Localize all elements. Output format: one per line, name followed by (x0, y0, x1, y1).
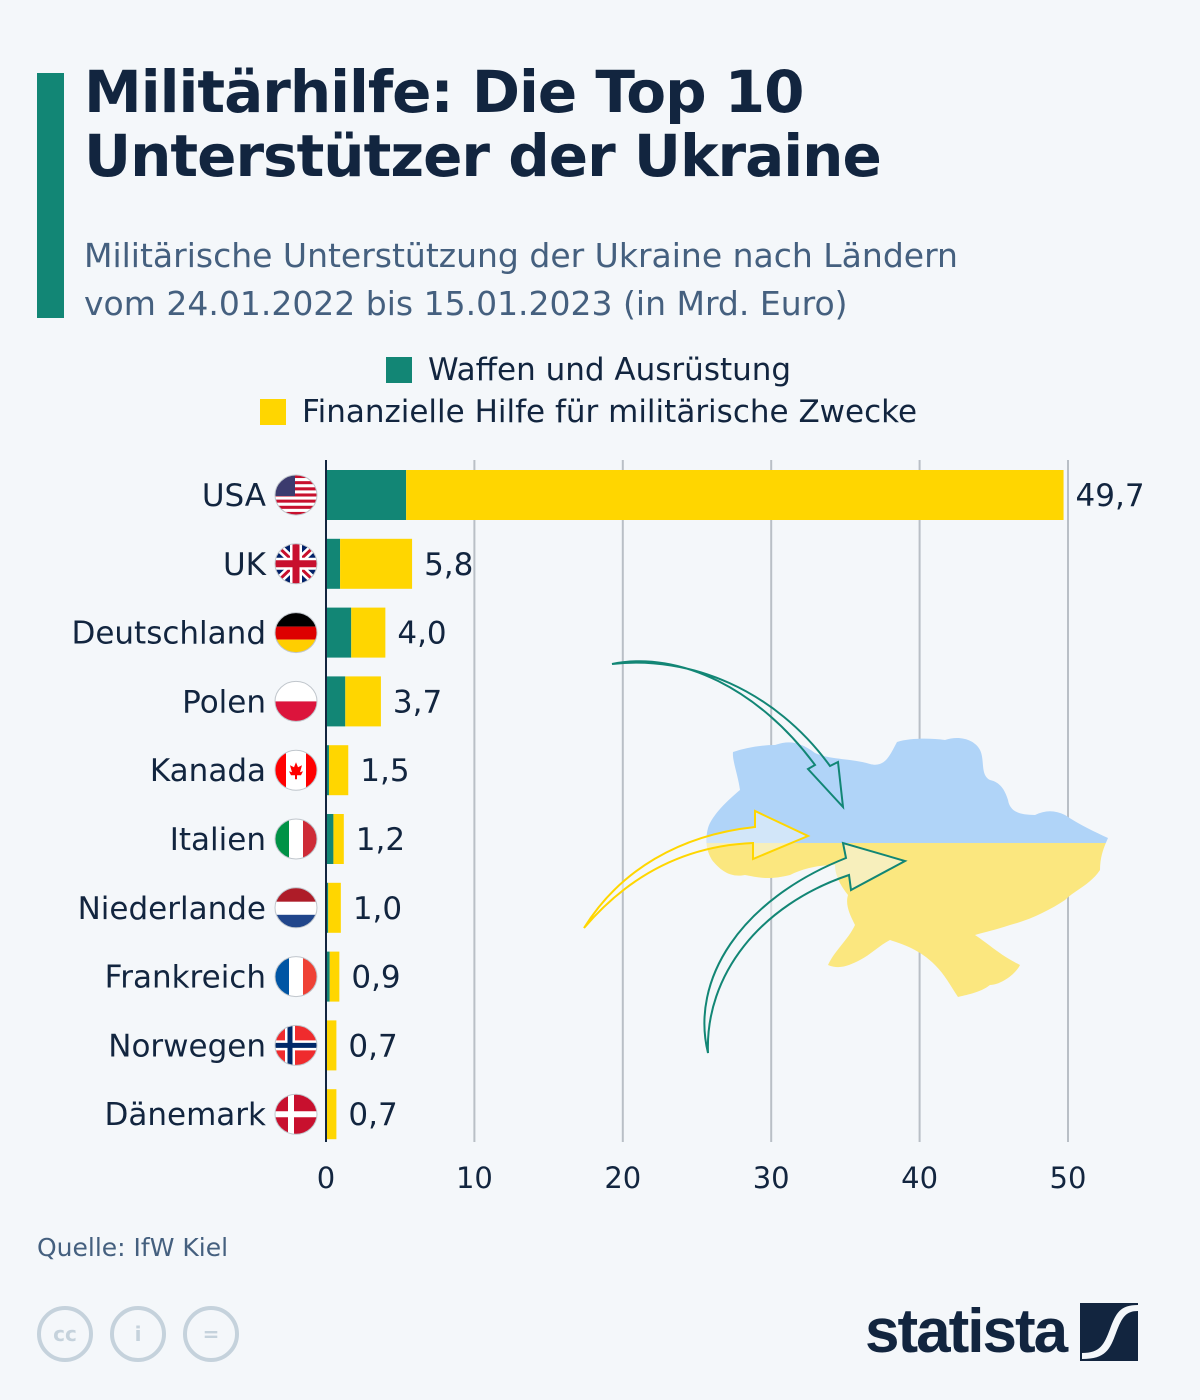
legend-item-weapons: Waffen und Ausrüstung (386, 352, 791, 388)
bar-financial (328, 745, 349, 796)
value-label: 5,8 (424, 547, 473, 583)
flags (274, 474, 318, 1135)
category-label: Deutschland (71, 616, 266, 652)
source-note: Quelle: IfW Kiel (37, 1233, 229, 1262)
arrow-mid-yellow (583, 809, 811, 929)
bar-weapons (326, 470, 407, 520)
legend-swatch-financial (260, 399, 286, 425)
denmark-flag-icon (274, 1093, 318, 1135)
value-label: 1,5 (360, 753, 409, 789)
bar-weapons (326, 814, 334, 864)
bar-weapons (326, 607, 352, 658)
x-tick-label: 40 (901, 1161, 938, 1195)
category-label: Kanada (150, 753, 266, 789)
value-label: 1,0 (353, 891, 402, 927)
germany-flag-icon (274, 612, 318, 654)
value-label: 4,0 (397, 616, 446, 652)
category-label: Dänemark (105, 1097, 267, 1133)
bar-financial (326, 1020, 337, 1071)
bar-financial (329, 951, 340, 1002)
x-tick-label: 10 (456, 1161, 493, 1195)
legend-swatch-weapons (386, 357, 412, 383)
category-label: Norwegen (108, 1028, 266, 1064)
bars (326, 470, 1064, 1140)
value-label: 0,7 (348, 1097, 397, 1133)
bar-weapons (326, 745, 329, 796)
x-axis-ticks: 0 10 20 30 40 50 (317, 1161, 1087, 1195)
category-label: UK (223, 547, 267, 583)
bar-weapons (326, 676, 346, 727)
bar-financial (351, 607, 386, 658)
ukraine-map-illustration (583, 660, 1108, 1054)
value-label: 3,7 (393, 684, 442, 720)
chart-subtitle: Militärische Unterstützung der Ukraine n… (84, 232, 1184, 328)
bar-financial (326, 1089, 337, 1140)
accent-bar (37, 73, 64, 318)
category-labels: USA UK Deutschland Polen Kanada Italien Nieder… (71, 478, 266, 1133)
norway-flag-icon (274, 1024, 318, 1066)
cc-icon[interactable]: cc (37, 1306, 93, 1362)
bar-financial (406, 470, 1064, 520)
value-label: 49,7 (1076, 478, 1145, 514)
category-label: Polen (182, 684, 266, 720)
subtitle-line-1: Militärische Unterstützung der Ukraine n… (84, 236, 958, 275)
poland-flag-icon (274, 680, 318, 722)
canada-flag-icon (274, 749, 318, 791)
arrow-top-teal (611, 660, 845, 810)
chart-title: Militärhilfe: Die Top 10 Unterstützer de… (84, 60, 1184, 188)
title-line-1: Militärhilfe: Die Top 10 (84, 58, 805, 126)
france-flag-icon (274, 956, 318, 998)
by-icon[interactable]: i (110, 1306, 166, 1362)
category-label: Niederlande (78, 891, 266, 927)
value-label: 0,7 (348, 1028, 397, 1064)
bar-weapons (326, 538, 341, 589)
statista-mark-icon (1080, 1302, 1139, 1361)
bar-financial (333, 814, 344, 864)
x-tick-label: 50 (1050, 1161, 1087, 1195)
legend-label-weapons: Waffen und Ausrüstung (428, 352, 792, 388)
category-label: Frankreich (105, 960, 266, 996)
category-label: USA (202, 478, 266, 514)
bar-financial (340, 538, 413, 589)
bar-financial (328, 882, 341, 933)
statista-logo[interactable]: statista (865, 1296, 1139, 1367)
x-tick-label: 30 (753, 1161, 790, 1195)
legend-label-financial: Finanzielle Hilfe für militärische Zweck… (302, 394, 918, 430)
legend-item-financial: Finanzielle Hilfe für militärische Zweck… (260, 394, 917, 430)
subtitle-line-2: vom 24.01.2022 bis 15.01.2023 (in Mrd. E… (84, 284, 848, 323)
value-labels: 49,7 5,8 4,0 3,7 1,5 1,2 1,0 0,9 0,7 0,7 (348, 478, 1144, 1133)
us-flag-icon (274, 474, 318, 516)
title-line-2: Unterstützer der Ukraine (84, 122, 882, 190)
category-label: Italien (170, 822, 266, 858)
value-label: 0,9 (351, 960, 400, 996)
x-tick-label: 0 (317, 1161, 335, 1195)
value-label: 1,2 (356, 822, 405, 858)
bar-weapons (326, 951, 330, 1002)
netherlands-flag-icon (274, 887, 318, 929)
arrow-bottom-teal (703, 841, 908, 1054)
bar-weapons (326, 882, 329, 933)
italy-flag-icon (274, 818, 318, 860)
x-tick-label: 20 (604, 1161, 641, 1195)
nd-icon[interactable]: = (183, 1306, 239, 1362)
uk-flag-icon (274, 543, 318, 585)
bar-financial (345, 676, 381, 727)
brand-name: statista (865, 1297, 1068, 1366)
